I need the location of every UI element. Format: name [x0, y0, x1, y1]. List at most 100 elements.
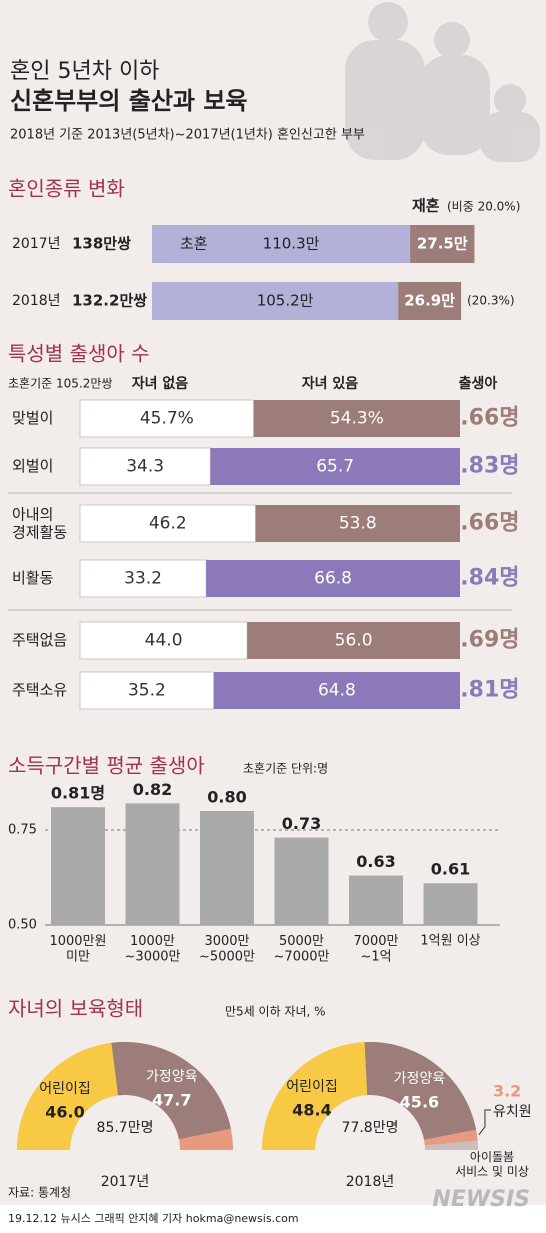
value-label: 27.5만: [417, 235, 468, 253]
header-illustration: [345, 2, 540, 162]
legend-label: 자녀 없음: [132, 375, 189, 392]
bar-segment: [79, 447, 211, 486]
category-label: 비활동: [12, 569, 54, 587]
value-label: 0.63: [356, 852, 395, 871]
value-label: 0.82: [133, 780, 172, 799]
pie-slice: [262, 1042, 368, 1150]
bar-segment: [79, 559, 207, 598]
slice-name: 어린이집: [39, 1081, 91, 1097]
bar-segment: [247, 622, 460, 659]
bar: [200, 811, 254, 925]
pie-label: 2018년: [346, 1174, 395, 1190]
bar-segment: [206, 560, 460, 597]
value-label: 110.3만: [263, 235, 320, 253]
value-label: 33.2: [124, 569, 162, 589]
pie-slice: [364, 1042, 477, 1140]
bar-segment: [210, 448, 460, 485]
logo: NEWSIS: [432, 1187, 530, 1212]
subtitle: 2018년 기준 2013년(5년차)~2017년(1년차) 혼인신고한 부부: [10, 128, 365, 143]
births-label: 0.81명: [445, 678, 520, 703]
pie-note: 아이돌봄 서비스 및 미상: [455, 1150, 529, 1178]
slice-name: 가정양육: [146, 1069, 198, 1085]
x-tick-label: 1억원 이상: [420, 934, 480, 949]
value-label: 34.3: [126, 457, 164, 477]
value-label: 0.61: [431, 860, 470, 879]
bar: [274, 837, 329, 925]
pie-total: 85.7만명: [97, 1120, 154, 1136]
source: 자료: 통계청: [8, 1186, 71, 1200]
section-title: 특성별 출생아 수: [8, 342, 150, 366]
y-tick-label: 0.50: [8, 918, 37, 933]
credit: 19.12.12 뉴시스 그래픽 안지혜 기자 hokma@newsis.com: [8, 1212, 299, 1225]
title-line1: 혼인 5년차 이하: [10, 59, 159, 84]
value-label: 64.8: [318, 681, 356, 701]
share-label: (비중 20.0%): [447, 200, 520, 214]
x-tick-label: 1000만원 미만: [49, 934, 106, 965]
total-label: 132.2만쌍: [72, 292, 147, 310]
slice-value: 45.6: [400, 1093, 439, 1112]
slice-name: 가정양육: [394, 1071, 446, 1087]
section-subtitle: 초혼기준 단위:명: [243, 762, 328, 776]
slice-name: 유치원: [493, 1104, 532, 1120]
legend-label: 초혼: [180, 235, 208, 253]
slice-value: 3.2: [493, 1082, 521, 1101]
bar-segment: [213, 672, 460, 709]
slice-value: 47.7: [152, 1091, 191, 1110]
category-label: 2018년: [12, 293, 61, 309]
section-subtitle: 초혼기준 105.2만쌍: [8, 377, 112, 391]
category-label: 맞벌이: [12, 409, 53, 427]
bar: [51, 807, 105, 925]
x-tick-label: 5000만 ~7000만: [274, 934, 330, 965]
bar-segment: [79, 621, 248, 660]
section-subtitle: 만5세 이하 자녀, %: [225, 1005, 326, 1019]
bar: [423, 883, 478, 925]
category-label: 주택없음: [12, 631, 67, 649]
value-label: 0.81명: [51, 784, 105, 803]
bar-segment: [398, 282, 462, 320]
value-label: 66.8: [314, 569, 352, 589]
value-label: 45.7%: [140, 409, 194, 429]
value-label: 56.0: [335, 631, 373, 651]
bar-segment: [410, 225, 475, 263]
value-label: 53.8: [339, 514, 377, 534]
value-label: 105.2만: [257, 292, 314, 310]
bar: [125, 803, 180, 925]
legend-label: 재혼: [412, 197, 440, 215]
share-label: (20.3%): [467, 294, 514, 308]
pie-total: 77.8만명: [342, 1120, 399, 1136]
bar-segment: [79, 671, 215, 710]
section-title: 소득구간별 평균 출생아: [8, 754, 205, 778]
section-title: 자녀의 보육형태: [8, 997, 143, 1021]
pie-slice: [424, 1129, 478, 1146]
legend-label: 자녀 있음: [302, 375, 359, 392]
value-label: 44.0: [145, 631, 183, 651]
bar-segment: [152, 282, 399, 320]
slice-name: 어린이집: [286, 1079, 338, 1095]
births-label: 0.66명: [445, 406, 520, 431]
value-label: 54.3%: [330, 409, 384, 429]
footer-band: [0, 1205, 546, 1233]
bar-segment: [152, 225, 411, 263]
bar-segment: [79, 504, 257, 543]
slice-value: 46.0: [45, 1103, 84, 1122]
births-label: 0.66명: [445, 511, 520, 536]
pie-label: 2017년: [101, 1174, 150, 1190]
births-label: 0.84명: [445, 566, 520, 591]
slice-value: 48.4: [292, 1100, 331, 1119]
total-label: 138만쌍: [72, 235, 131, 253]
legend-label: 출생아: [459, 375, 498, 392]
section-title: 혼인종류 변화: [8, 177, 125, 201]
value-label: 35.2: [128, 681, 166, 701]
births-label: 0.69명: [445, 628, 520, 653]
bar: [349, 875, 403, 925]
y-tick-label: 0.75: [8, 823, 37, 838]
leader-line: [478, 1109, 491, 1136]
category-label: 아내의 경제활동: [12, 505, 67, 541]
pie-slice: [17, 1042, 119, 1150]
value-label: 46.2: [149, 514, 187, 534]
value-label: 26.9만: [404, 292, 455, 310]
bar-segment: [79, 399, 255, 438]
x-tick-label: 1000만 ~3000만: [125, 934, 181, 965]
value-label: 0.73: [282, 814, 321, 833]
